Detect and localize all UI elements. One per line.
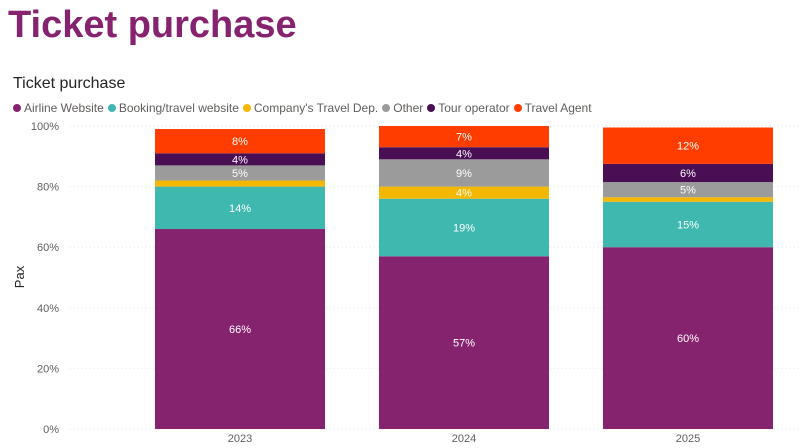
legend-label: Company's Travel Dep. [253,101,379,115]
data-label: 4% [456,188,472,200]
y-tick-label: 60% [37,242,59,254]
data-label: 8% [232,136,248,148]
data-label: 5% [232,168,248,180]
data-label: 5% [680,185,696,197]
bar-segment-company-s-travel-dep-2023[interactable] [155,180,325,187]
bar-segment-company-s-travel-dep-2025[interactable] [603,197,773,202]
x-tick-label: 2024 [452,433,476,445]
data-label: 19% [453,223,475,235]
bar-segment-travel-agent-2024[interactable] [379,126,549,148]
bar-segment-booking-travel-website-2023[interactable] [155,186,325,230]
x-tick-label: 2023 [228,433,252,445]
bar-segment-company-s-travel-dep-2024[interactable] [379,186,549,199]
bar-segment-airline-website-2025[interactable] [603,247,773,429]
y-tick-label: 100% [31,121,59,133]
x-axis-ticks: 2023 2024 2025 [228,433,700,445]
data-label: 4% [232,154,248,166]
legend-marker [13,104,21,112]
bar-segment-travel-agent-2025[interactable] [603,127,773,164]
legend-item-travel-agent[interactable]: Travel Agent [513,101,592,115]
y-tick-label: 20% [37,363,59,375]
legend-item-tour-operator[interactable]: Tour operator [427,101,510,115]
bar-segment-other-2023[interactable] [155,165,325,181]
bar-segment-airline-website-2024[interactable] [379,256,549,429]
data-label: 57% [453,338,475,350]
data-label: 14% [229,203,251,215]
bar-segment-tour-operator-2025[interactable] [603,163,773,183]
data-label: 6% [680,168,696,180]
data-label: 15% [677,219,699,231]
bar-segment-booking-travel-website-2024[interactable] [379,198,549,257]
page-title: Ticket purchase [8,4,297,46]
y-axis-title: Pax [12,265,27,288]
data-label: 12% [677,141,699,153]
bar-segment-tour-operator-2023[interactable] [155,153,325,166]
chart-title: Ticket purchase [13,75,126,92]
legend-label: Tour operator [438,101,510,115]
bar-segment-other-2024[interactable] [379,159,549,187]
legend-marker [107,104,116,112]
legend-item-booking-travel-website[interactable]: Booking/travel website [107,101,239,115]
bar-segment-tour-operator-2024[interactable] [379,147,549,160]
legend-label: Travel Agent [524,101,592,115]
legend-label: Other [393,101,424,115]
data-label: 7% [456,132,472,144]
y-tick-label: 40% [37,303,59,315]
data-label: 9% [456,168,472,180]
bar-segment-booking-travel-website-2025[interactable] [603,201,773,248]
legend-marker [382,104,391,112]
bar-segment-airline-website-2023[interactable] [155,229,325,429]
legend-item-other[interactable]: Other [382,101,423,115]
y-axis-ticks: 0% 20% 40% 60% 80% 100% [31,121,59,436]
bars: 66% 14% 5% 4% 8% 57% 19% 4% 9% 4% 7% 60% 15% 5% 6% 12% [155,126,773,429]
legend-marker [427,104,436,112]
data-label: 4% [456,148,472,160]
y-tick-label: 0% [43,424,59,436]
legend-marker [242,104,251,112]
bar-segment-travel-agent-2023[interactable] [155,129,325,154]
data-label: 66% [229,324,251,336]
chart-legend: Airline Website Booking/travel website Com… [13,100,596,116]
legend-item-airline-website[interactable]: Airline Website [13,101,104,115]
data-label: 60% [677,333,699,345]
y-tick-label: 80% [37,182,59,194]
legend-label: Booking/travel website [118,101,239,115]
legend-label: Airline Website [24,101,104,115]
x-tick-label: 2025 [676,433,700,445]
legend-marker [513,104,522,112]
legend-item-company-s-travel-dep[interactable]: Company's Travel Dep. [242,101,379,115]
bar-segment-other-2025[interactable] [603,182,773,198]
